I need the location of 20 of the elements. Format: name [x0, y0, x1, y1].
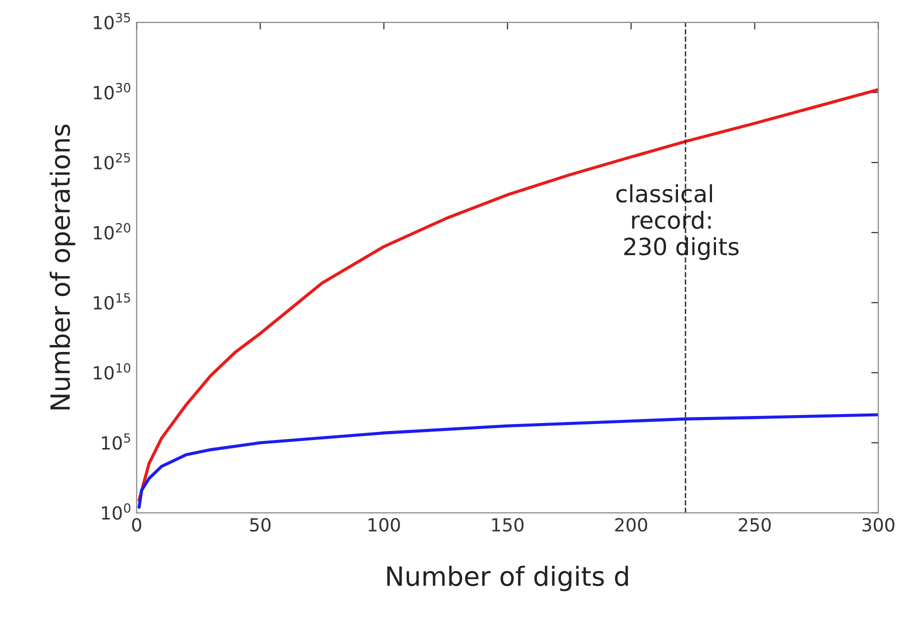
line-series [138, 88, 878, 502]
x-tick-label: 150 [492, 518, 524, 532]
annotation: classical record: 230 digits [616, 184, 739, 260]
x-tick-label: 100 [368, 518, 400, 532]
y-tick-label: 10$^{15}$ [94, 293, 130, 310]
y-tick-label: 10$^{25}$ [94, 152, 130, 170]
x-axis-title: Number of digits d [387, 566, 628, 592]
y-tick-label: 10$^{5}$ [102, 433, 130, 450]
y-axis-title: Number of operations [50, 124, 76, 410]
y-tick-label: 10$^{20}$ [94, 223, 130, 240]
line-series [138, 413, 878, 509]
y-tick-label: 10$^{0}$ [102, 503, 130, 520]
x-tick-label: 200 [615, 518, 648, 532]
x-tick-label: 50 [250, 518, 271, 532]
x-tick-label: 250 [738, 518, 771, 532]
x-tick-label: 300 [862, 518, 894, 532]
x-tick-label: 0 [132, 518, 142, 532]
y-tick-label: 10$^{30}$ [94, 82, 130, 100]
y-tick-label: 10$^{10}$ [94, 363, 130, 380]
y-tick-label: 10$^{35}$ [94, 12, 130, 30]
